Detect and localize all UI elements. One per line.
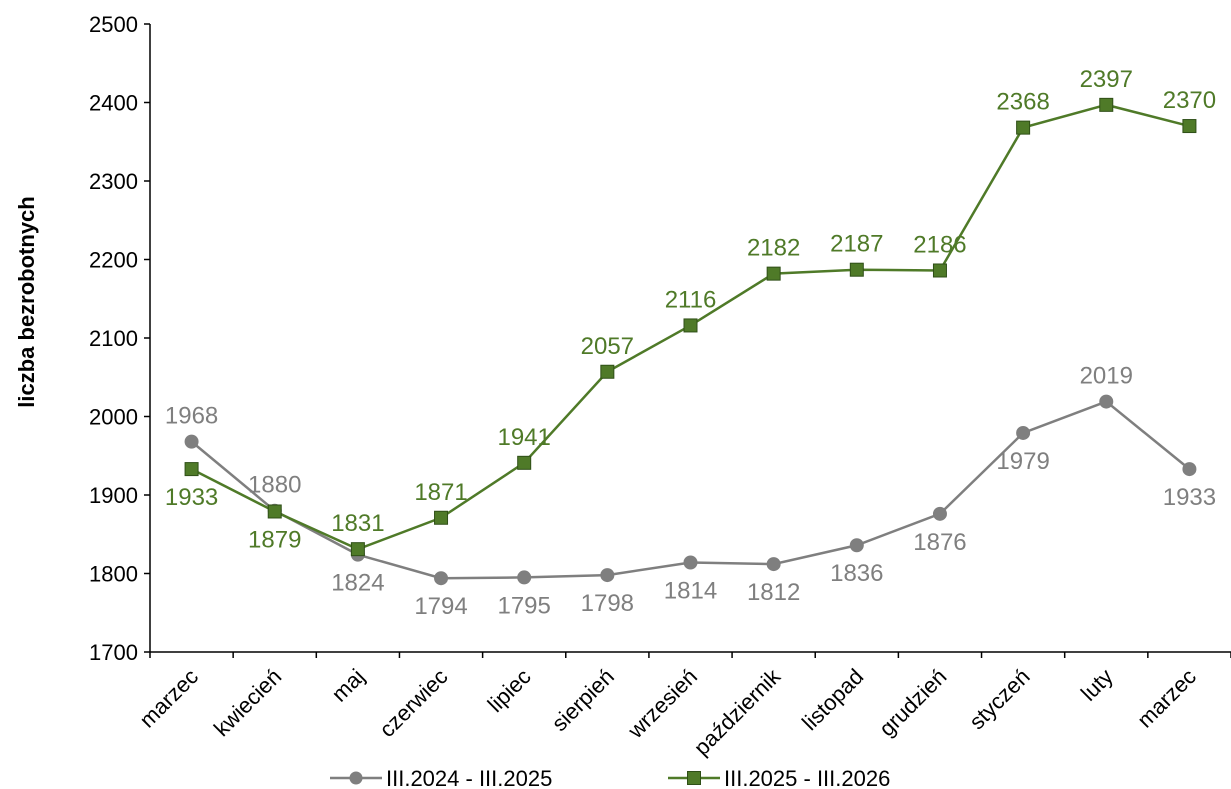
x-tick-label: lipiec (483, 664, 536, 717)
data-label: 1824 (331, 570, 384, 597)
data-point (1016, 120, 1031, 135)
data-label: 1871 (414, 479, 467, 506)
legend-item-1: III.2024 - III.2025 (330, 766, 552, 789)
data-point (1182, 462, 1197, 477)
data-label: 2397 (1080, 66, 1133, 93)
data-label: 1968 (165, 403, 218, 430)
x-tick-label: luty (1076, 664, 1118, 706)
data-point (932, 506, 947, 521)
y-axis-title: liczba bezrobotnych (14, 196, 39, 407)
legend: III.2024 - III.2025 III.2025 - III.2026 (330, 766, 890, 789)
data-label: 1933 (165, 484, 218, 511)
series-1: 1968 1880 1824 1794 1795 1798 1814 1812 1836 1876… (165, 363, 1216, 621)
y-tick-label: 2200 (89, 248, 138, 273)
y-tick-label: 2300 (89, 169, 138, 194)
data-point (1099, 394, 1114, 409)
data-point (849, 262, 864, 277)
x-tick-label: wrzesień (622, 664, 702, 744)
series-2: 1933 1879 1831 1871 1941 2057 2116 2182 2187 2186… (165, 66, 1216, 557)
data-label: 1933 (1163, 484, 1216, 511)
data-label: 1798 (581, 590, 634, 617)
x-tick-label: marzec (1132, 664, 1201, 733)
data-label: 2019 (1080, 363, 1133, 390)
y-tick-label: 1900 (89, 483, 138, 508)
data-point (350, 542, 365, 557)
x-axis-ticks: marzec kwiecień maj czerwiec lipiec sierpień w… (134, 652, 1231, 760)
data-label: 2182 (747, 235, 800, 262)
data-label: 2186 (913, 231, 966, 258)
data-point (184, 462, 199, 477)
y-tick-label: 1800 (89, 562, 138, 587)
x-tick-label: sierpień (547, 664, 619, 736)
data-label: 1836 (830, 560, 883, 587)
x-tick-label: marzec (134, 664, 203, 733)
data-point (434, 571, 449, 586)
x-tick-label: styczeń (964, 664, 1034, 734)
data-label: 2368 (996, 89, 1049, 116)
data-label: 1794 (414, 593, 467, 620)
data-label: 1880 (248, 472, 301, 499)
data-label: 1812 (747, 579, 800, 606)
y-axis-ticks: 1700 1800 1900 2000 2100 2200 2300 2400 2500 (89, 12, 150, 665)
y-tick-label: 2100 (89, 326, 138, 351)
data-point (517, 570, 532, 585)
y-tick-label: 2500 (89, 12, 138, 37)
data-point (766, 266, 781, 281)
data-label: 1941 (497, 424, 550, 451)
x-tick-label: kwiecień (209, 664, 286, 741)
legend-label: III.2024 - III.2025 (386, 766, 552, 789)
y-tick-label: 2400 (89, 91, 138, 116)
data-label: 2187 (830, 231, 883, 258)
y-axis-title-group: liczba bezrobotnych (14, 196, 39, 407)
data-point (600, 364, 615, 379)
x-tick-label: maj (327, 664, 370, 707)
data-point (600, 568, 615, 583)
data-point (766, 557, 781, 572)
data-point (267, 504, 282, 519)
data-point (184, 434, 199, 449)
data-point (434, 510, 449, 525)
y-tick-label: 1700 (89, 640, 138, 665)
data-point (517, 455, 532, 470)
data-point (1182, 119, 1197, 134)
data-label: 2370 (1163, 87, 1216, 114)
data-point (683, 555, 698, 570)
data-point (1099, 97, 1114, 112)
x-tick-label: grudzień (874, 664, 951, 741)
legend-marker (687, 771, 701, 785)
data-label: 1814 (664, 578, 717, 605)
legend-item-2: III.2025 - III.2026 (668, 766, 890, 789)
data-point (849, 538, 864, 553)
data-label: 1831 (331, 510, 384, 537)
data-label: 1795 (497, 592, 550, 619)
data-label: 1876 (913, 529, 966, 556)
data-point (683, 318, 698, 333)
data-label: 2116 (665, 286, 717, 313)
series-line (190, 400, 1191, 580)
x-tick-label: czerwiec (374, 664, 452, 742)
data-label: 1979 (996, 448, 1049, 475)
legend-label: III.2025 - III.2026 (724, 766, 890, 789)
legend-marker (349, 771, 363, 785)
data-point (932, 263, 947, 278)
y-tick-label: 2000 (89, 405, 138, 430)
x-tick-label: listopad (797, 664, 868, 735)
data-label: 1879 (248, 526, 301, 553)
data-label: 2057 (581, 333, 634, 360)
data-point (1016, 425, 1031, 440)
series-layer: 1968 1880 1824 1794 1795 1798 1814 1812 1836 1876… (165, 66, 1216, 620)
x-tick-label: październik (689, 663, 786, 760)
